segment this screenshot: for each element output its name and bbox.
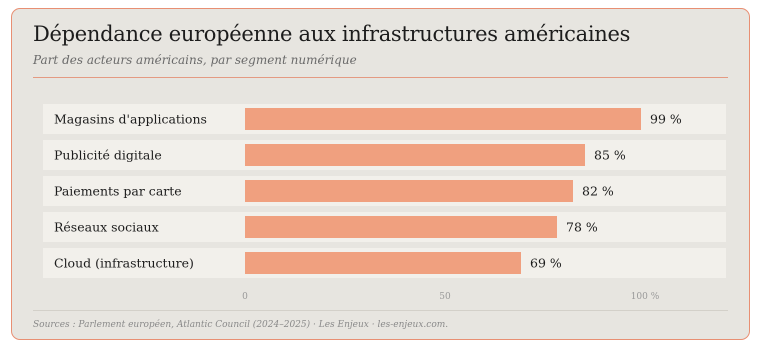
source-note: Sources : Parlement européen, Atlantic C…	[33, 320, 449, 330]
category-label: Cloud (infrastructure)	[54, 256, 194, 271]
bar	[245, 216, 557, 238]
value-label: 78 %	[566, 220, 598, 235]
category-label: Paiements par carte	[54, 184, 182, 199]
bar	[245, 144, 585, 166]
value-label: 99 %	[650, 112, 682, 127]
x-tick-label: 50	[439, 292, 451, 302]
category-label: Magasins d'applications	[54, 112, 207, 127]
bar	[245, 180, 573, 202]
category-label: Réseaux sociaux	[54, 220, 159, 235]
bar	[245, 252, 521, 274]
chart-subtitle: Part des acteurs américains, par segment…	[33, 53, 357, 67]
bar	[245, 108, 641, 130]
value-label: 69 %	[530, 256, 562, 271]
chart-card	[11, 8, 750, 340]
title-divider	[33, 77, 728, 78]
x-tick-label: 0	[242, 292, 248, 302]
value-label: 85 %	[594, 148, 626, 163]
category-label: Publicité digitale	[54, 148, 162, 163]
chart-title: Dépendance européenne aux infrastructure…	[33, 22, 631, 46]
x-tick-label: 100 %	[631, 292, 660, 302]
value-label: 82 %	[582, 184, 614, 199]
footer-divider	[33, 310, 728, 311]
